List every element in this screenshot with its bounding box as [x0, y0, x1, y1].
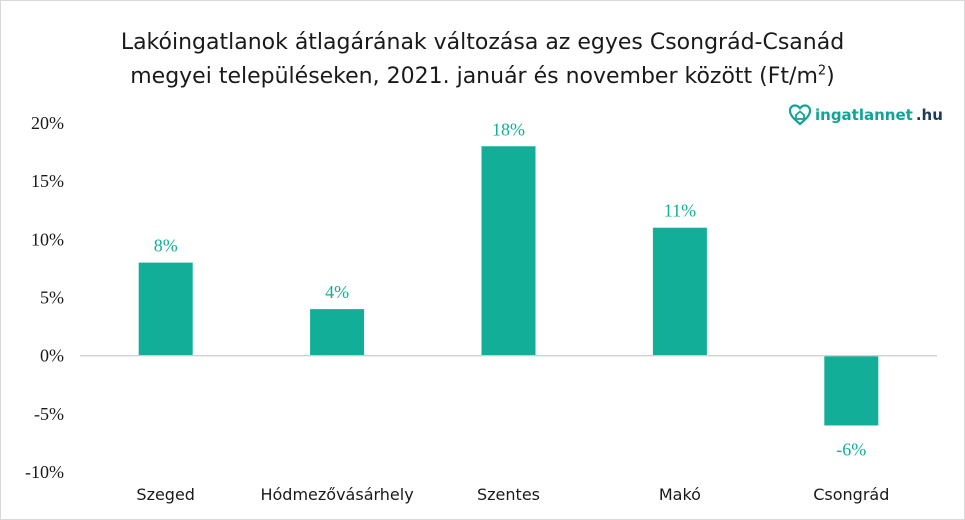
bar-makó: [652, 227, 707, 356]
bar-hódmezővásárhely: [310, 309, 365, 356]
title-line-2-main: megyei településeken, 2021. január és no…: [130, 64, 818, 89]
brand-name: ingatlannet: [815, 106, 913, 124]
x-tick-label: Csongrád: [813, 485, 889, 504]
title-line-2-end: ): [826, 64, 835, 89]
chart-title: Lakóingatlanok átlagárának változása az …: [0, 26, 965, 94]
data-label: -6%: [836, 439, 866, 459]
data-label: 18%: [492, 119, 525, 139]
x-axis: Szeged Hódmezővásárhely Szentes Makó Csongrá…: [136, 485, 889, 504]
x-tick-label: Makó: [659, 485, 701, 504]
title-line-1: Lakóingatlanok átlagárának változása az …: [120, 30, 845, 55]
title-superscript: 2: [817, 63, 827, 79]
title-line-2: megyei településeken, 2021. január és no…: [0, 60, 965, 94]
x-tick-label: Hódmezővásárhely: [260, 485, 413, 504]
bar-csongrád: [824, 355, 879, 426]
house-heart-icon: [788, 104, 812, 126]
y-tick-label: -5%: [34, 404, 64, 424]
data-labels: 8% 4% 18% 11% -6%: [154, 119, 867, 459]
data-label: 4%: [325, 282, 349, 302]
y-axis: 20% 15% 10% 5% 0% -5% -10%: [25, 113, 64, 482]
x-tick-label: Szeged: [136, 485, 195, 504]
y-tick-label: -10%: [25, 462, 64, 482]
y-tick-label: 5%: [40, 288, 64, 308]
bars: [138, 146, 879, 426]
bar-szentes: [481, 146, 536, 356]
brand-domain: .hu: [915, 106, 943, 124]
data-label: 11%: [664, 201, 696, 221]
x-tick-label: Szentes: [477, 485, 540, 504]
brand-logo: ingatlannet .hu: [788, 100, 943, 130]
bar-szeged: [138, 262, 193, 356]
data-label: 8%: [154, 236, 178, 256]
y-tick-label: 20%: [31, 113, 64, 133]
y-tick-label: 15%: [31, 171, 64, 191]
y-tick-label: 0%: [40, 346, 64, 366]
y-tick-label: 10%: [31, 229, 64, 249]
